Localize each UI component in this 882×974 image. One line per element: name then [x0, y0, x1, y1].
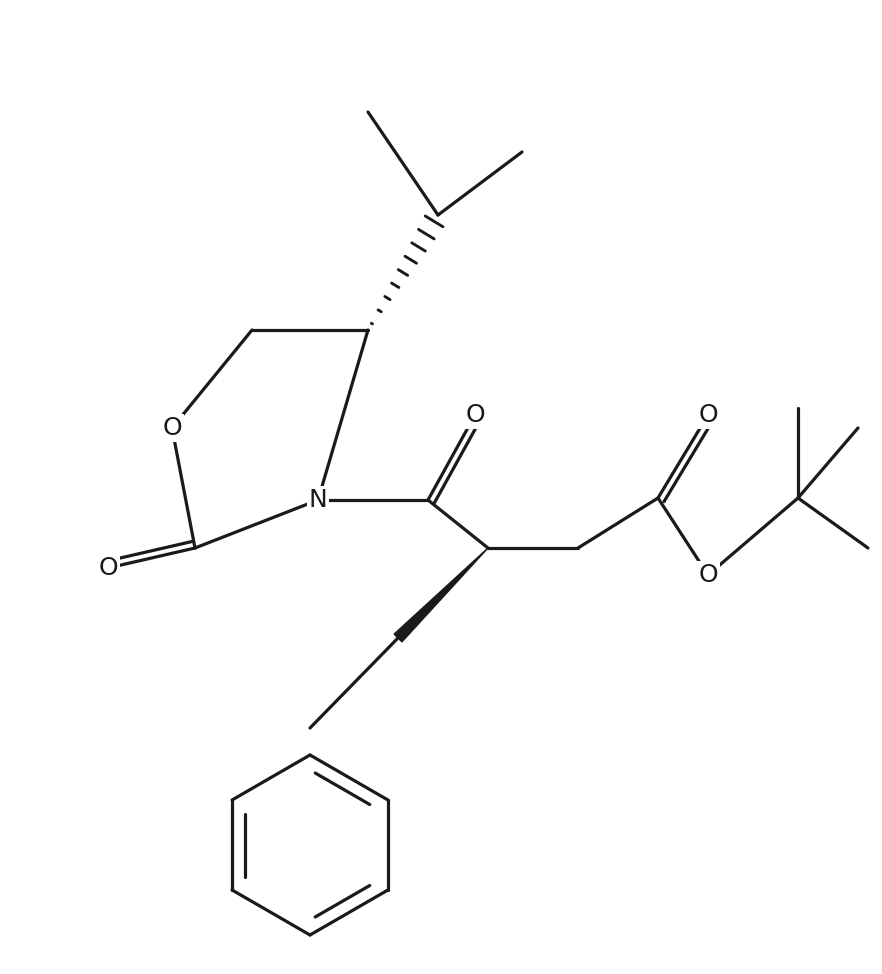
Text: O: O [98, 556, 118, 580]
Text: O: O [465, 403, 485, 427]
Text: O: O [162, 416, 182, 440]
Text: N: N [309, 488, 327, 512]
Text: O: O [699, 403, 718, 427]
Text: O: O [699, 563, 718, 587]
Polygon shape [394, 548, 488, 642]
